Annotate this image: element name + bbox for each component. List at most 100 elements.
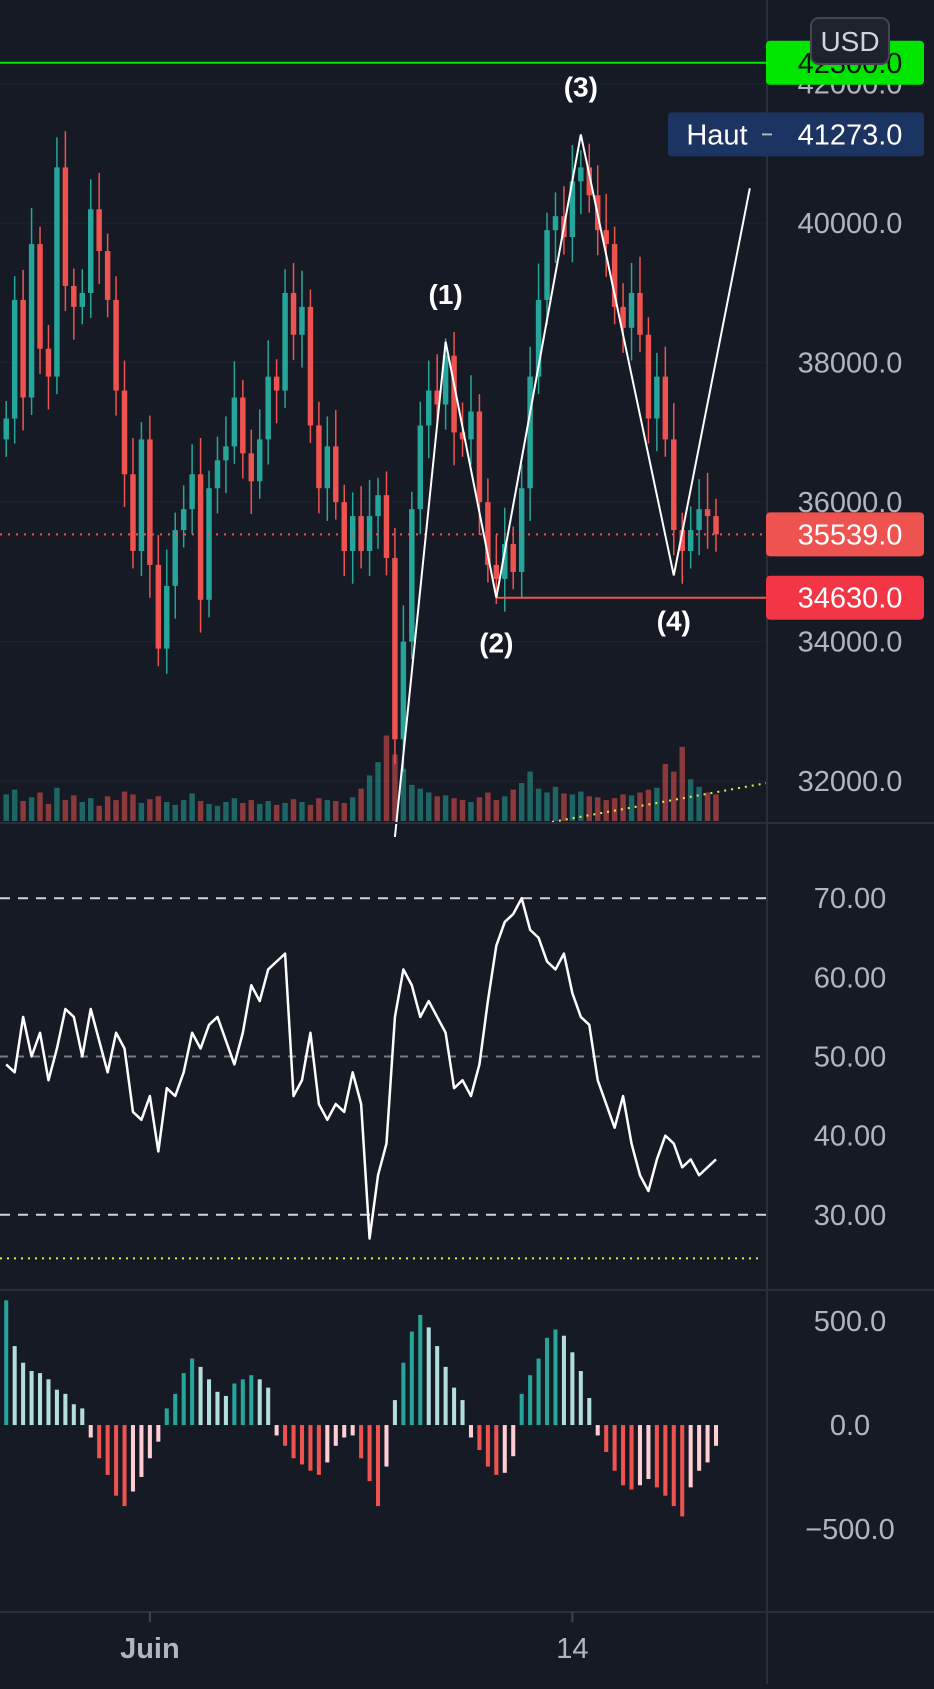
histogram-bar [654, 1425, 659, 1488]
volume-bar [28, 797, 35, 821]
histogram-bar [435, 1346, 440, 1426]
candle-body [544, 230, 550, 300]
histogram-bar [578, 1371, 583, 1426]
histogram-bar [97, 1425, 102, 1459]
last-price-value: 35539.0 [798, 519, 903, 551]
price-tick-label: 34000.0 [798, 627, 903, 659]
volume-bar [552, 786, 559, 821]
candle-body [240, 397, 246, 454]
wave-label: (1) [429, 279, 463, 310]
volume-bar [451, 798, 457, 821]
candle-body [71, 285, 77, 307]
volume-bars [3, 735, 719, 821]
volume-bar [645, 789, 652, 821]
candle-body [231, 397, 238, 447]
candle-body [155, 564, 162, 649]
candle-body [45, 348, 52, 377]
candle-body [611, 244, 618, 307]
momentum-panel[interactable] [4, 1300, 719, 1517]
histogram-bar [629, 1425, 634, 1490]
volume-bar [54, 787, 60, 821]
currency-button[interactable]: USD [810, 17, 890, 65]
candle-body [104, 251, 111, 300]
candle-body [333, 446, 339, 503]
histogram-bar [223, 1395, 228, 1426]
candle-body [535, 299, 542, 377]
volume-bar [459, 800, 466, 821]
volume-bar [527, 771, 533, 821]
histogram-bar [519, 1393, 524, 1426]
candle-body [654, 376, 660, 419]
volume-bar [375, 762, 381, 821]
candle-body [442, 355, 449, 405]
volume-bar [569, 794, 576, 821]
candle-body [282, 292, 288, 391]
volume-bar [400, 768, 407, 821]
price-axis[interactable]: 42000.040000.038000.036000.034000.032000… [798, 69, 903, 1546]
candle-body [485, 502, 491, 565]
histogram-bar [401, 1362, 406, 1426]
candle-body [569, 181, 576, 238]
support-level-badge[interactable]: 34630.0 [766, 575, 924, 620]
volume-bar [121, 791, 128, 821]
oscillator-tick-label: 50.00 [814, 1042, 887, 1074]
oscillator-tick-label: 30.00 [814, 1200, 887, 1232]
candle-body [451, 355, 457, 433]
candle-body [392, 557, 398, 740]
volume-bar [687, 779, 694, 821]
candle-body [468, 411, 474, 440]
candle-body [417, 425, 423, 510]
time-tick-label: 14 [556, 1633, 588, 1665]
candle-body [645, 334, 652, 419]
candle-body [37, 244, 43, 349]
volume-bar [611, 798, 618, 821]
candle-body [493, 564, 500, 579]
volume-bar [214, 805, 221, 821]
histogram-bar [274, 1425, 279, 1436]
volume-bar [341, 802, 347, 821]
histogram-bar [71, 1404, 76, 1426]
histogram-bar [460, 1400, 465, 1426]
histogram-bar [308, 1425, 313, 1471]
histogram-bar [384, 1425, 389, 1467]
histogram-bar [12, 1346, 17, 1426]
histogram-bar [570, 1352, 575, 1426]
candle-body [130, 474, 136, 551]
candle-body [265, 376, 271, 440]
volume-bar [383, 735, 390, 821]
volume-bar [79, 802, 85, 821]
histogram-bar [671, 1425, 676, 1507]
volume-bar [307, 804, 314, 821]
volume-bar [180, 800, 187, 821]
last-price-badge[interactable]: 35539.0 [766, 512, 924, 557]
volume-bar [231, 798, 238, 821]
histogram-bar [283, 1425, 288, 1446]
high-level-badge[interactable]: Haut 41273.0 [668, 112, 924, 157]
volume-bar [620, 794, 626, 821]
oscillator-panel[interactable] [0, 896, 767, 1260]
volume-bar [96, 805, 102, 821]
momentum-tick-label: 0.0 [830, 1410, 870, 1442]
candle-body [383, 495, 390, 558]
candlesticks [3, 131, 719, 773]
time-axis[interactable]: Juin 14 [120, 1612, 589, 1665]
volume-bar [265, 801, 271, 821]
wave-label: (4) [657, 605, 691, 636]
high-level-label: Haut [686, 119, 747, 151]
histogram-bars [4, 1300, 719, 1517]
candle-body [696, 509, 702, 531]
price-panel[interactable]: (1) (2) (3) (4) [0, 61, 768, 838]
candle-body [502, 544, 508, 579]
candle-body [409, 509, 415, 642]
wave-count-path[interactable] [393, 134, 751, 838]
volume-bar [679, 746, 685, 821]
volume-bar [324, 800, 331, 821]
volume-bar [704, 792, 711, 821]
wave-label: (3) [564, 71, 598, 102]
histogram-bar [299, 1425, 304, 1465]
candle-body [578, 167, 584, 182]
volume-bar [561, 793, 567, 821]
volume-bar [333, 801, 339, 821]
